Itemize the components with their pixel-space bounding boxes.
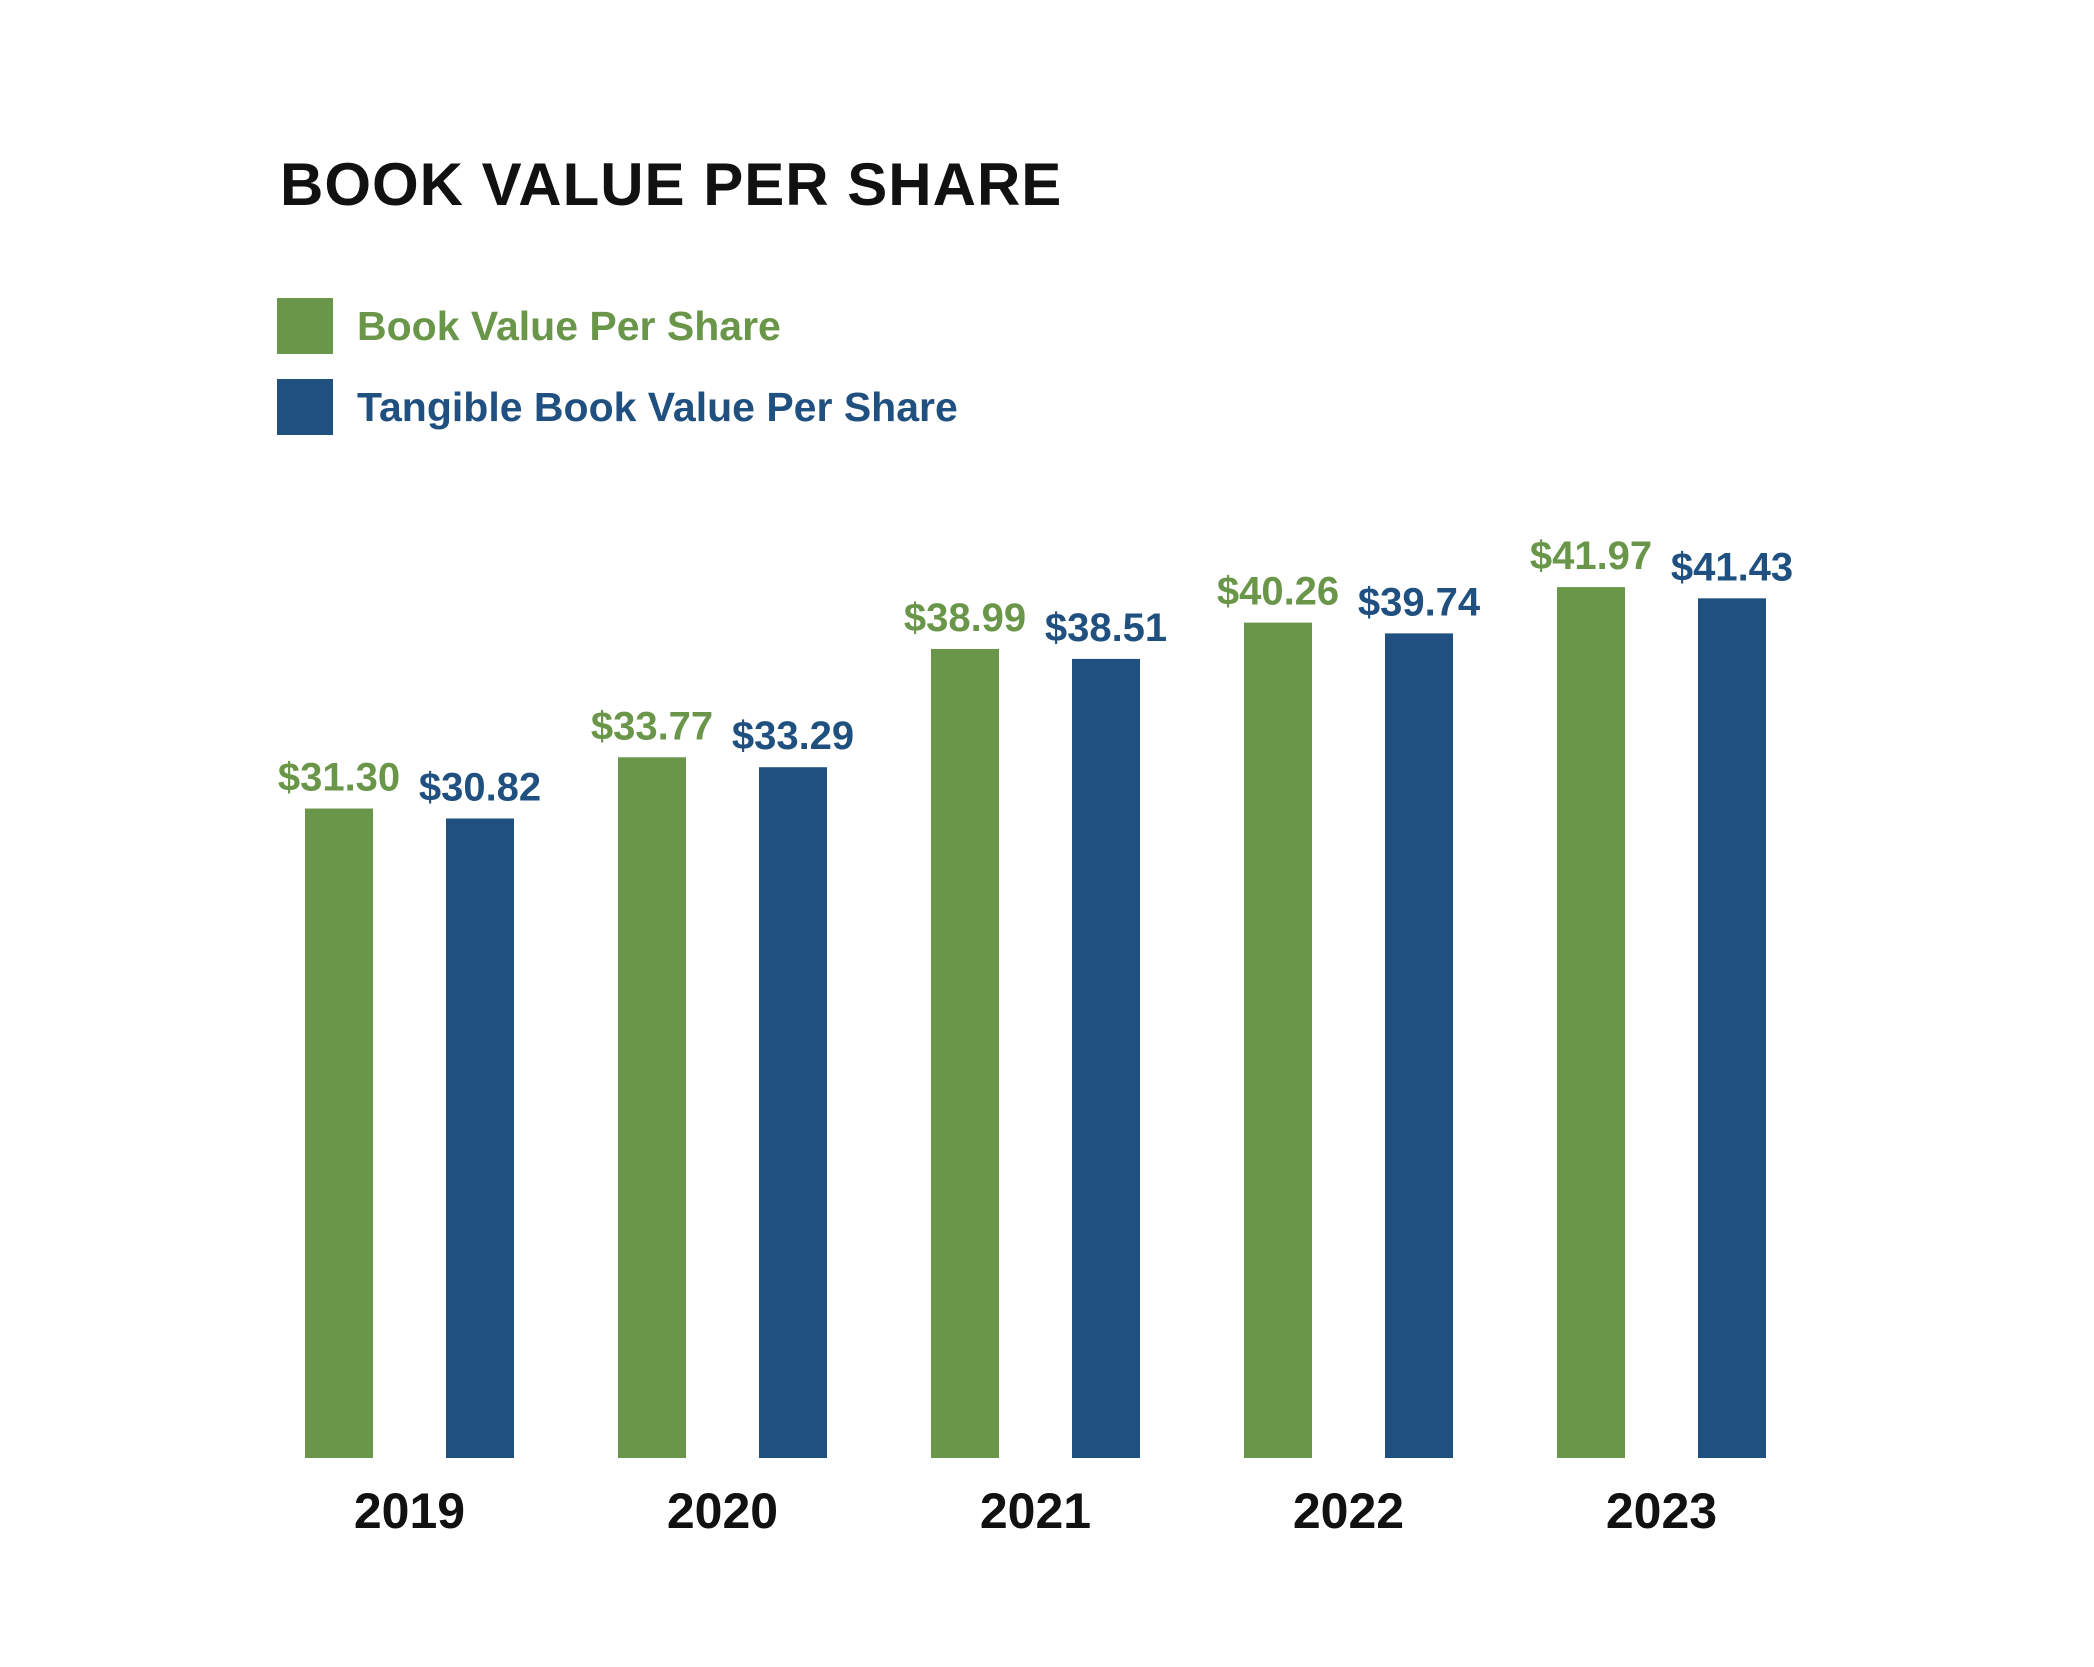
x-tick-label-2020: 2020 [667, 1483, 778, 1539]
value-label-tangible-book-value-per-share-2019: $30.82 [419, 765, 541, 809]
bar-book-value-per-share-2022 [1244, 622, 1312, 1458]
x-tick-label-2023: 2023 [1606, 1483, 1717, 1539]
value-label-book-value-per-share-2022: $40.26 [1217, 570, 1339, 614]
x-tick-label-2021: 2021 [980, 1483, 1091, 1539]
bar-book-value-per-share-2019 [305, 808, 373, 1458]
legend-swatch-book-value [277, 298, 333, 354]
legend-label-book-value: Book Value Per Share [357, 302, 781, 349]
bar-book-value-per-share-2023 [1557, 587, 1625, 1458]
value-label-book-value-per-share-2023: $41.97 [1530, 534, 1652, 578]
x-tick-label-2019: 2019 [354, 1483, 465, 1539]
value-label-tangible-book-value-per-share-2023: $41.43 [1671, 545, 1793, 589]
legend-item-book-value: Book Value Per Share [277, 298, 958, 354]
value-label-tangible-book-value-per-share-2021: $38.51 [1045, 606, 1167, 650]
x-tick-label-2022: 2022 [1293, 1483, 1404, 1539]
value-label-tangible-book-value-per-share-2022: $39.74 [1358, 580, 1481, 624]
chart-title: BOOK VALUE PER SHARE [280, 151, 1063, 218]
legend-label-tangible-book-value: Tangible Book Value Per Share [357, 383, 958, 430]
value-label-book-value-per-share-2019: $31.30 [278, 756, 400, 800]
legend: Book Value Per Share Tangible Book Value… [277, 298, 958, 460]
value-label-book-value-per-share-2021: $38.99 [904, 596, 1026, 640]
legend-swatch-tangible-book-value [277, 379, 333, 435]
bar-book-value-per-share-2021 [931, 648, 999, 1458]
value-label-tangible-book-value-per-share-2020: $33.29 [732, 714, 854, 758]
bar-tangible-book-value-per-share-2020 [759, 767, 827, 1458]
bar-tangible-book-value-per-share-2021 [1072, 658, 1140, 1458]
bar-tangible-book-value-per-share-2022 [1385, 633, 1453, 1458]
legend-item-tangible-book-value: Tangible Book Value Per Share [277, 379, 958, 435]
value-label-book-value-per-share-2020: $33.77 [591, 704, 713, 748]
bar-book-value-per-share-2020 [618, 757, 686, 1458]
bar-tangible-book-value-per-share-2019 [446, 818, 514, 1458]
bar-tangible-book-value-per-share-2023 [1698, 598, 1766, 1458]
